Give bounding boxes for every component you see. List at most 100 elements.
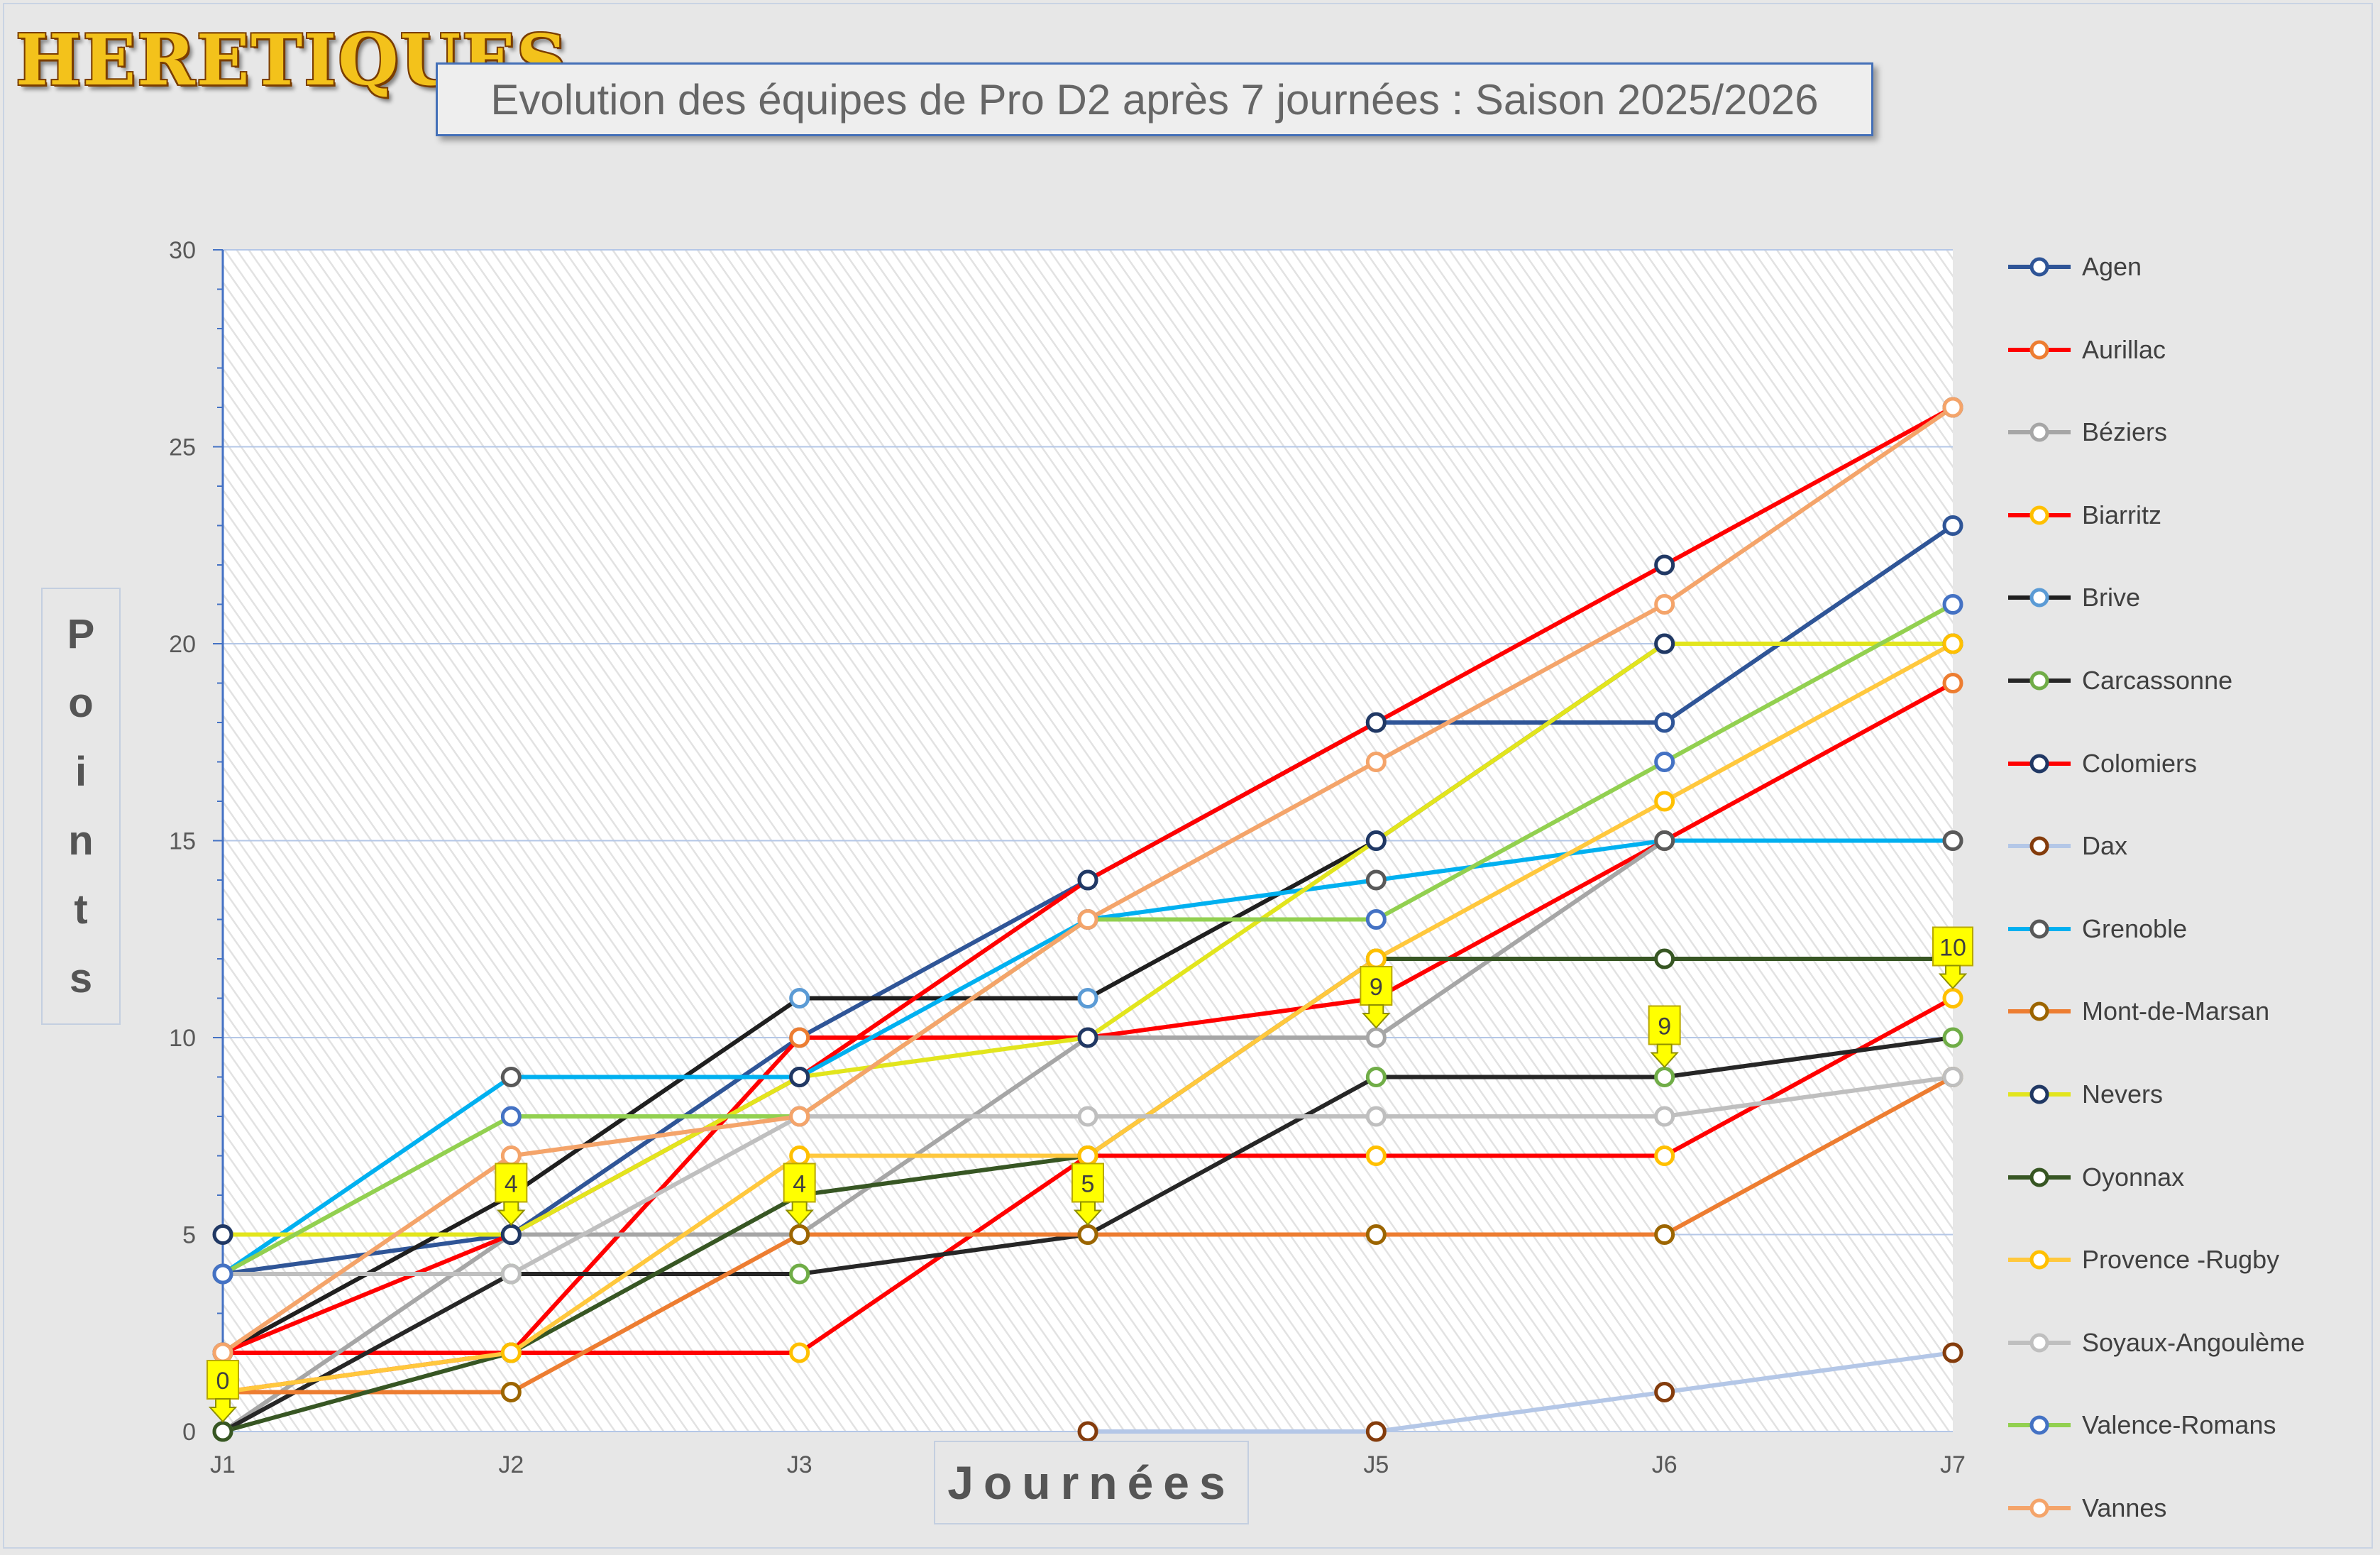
legend-item-agen: Agen [2005, 246, 2142, 288]
data-point-carcassonne [1942, 1027, 1963, 1048]
data-point-oyonnax [1654, 948, 1675, 969]
legend-label: Béziers [2082, 417, 2168, 447]
data-point-valence-romans [500, 1106, 522, 1127]
y-axis-title-letter: s [69, 955, 93, 1001]
callout-box [495, 1163, 528, 1203]
data-point-mont-de-marsan [1365, 1224, 1387, 1245]
legend-item-grenoble: Grenoble [2005, 908, 2187, 950]
data-point-carcassonne [789, 1263, 810, 1285]
x-axis-title: Journées [947, 1456, 1235, 1509]
callout-arrow [1938, 965, 1968, 989]
legend-label: Nevers [2082, 1079, 2164, 1109]
legend-item-oyonnax: Oyonnax [2005, 1156, 2184, 1199]
callout-label: 9 [1370, 974, 1383, 1001]
data-point-provence-rugby [1942, 633, 1963, 654]
data-point-grenoble [1654, 830, 1675, 851]
callout-label: 4 [793, 1171, 806, 1198]
data-point-mont-de-marsan [500, 1382, 522, 1402]
data-point-mont-de-marsan [1654, 1224, 1675, 1245]
data-point-colomiers [1654, 554, 1675, 576]
data-point-soyaux-angouleme [1654, 1106, 1675, 1127]
data-point-valence-romans [1942, 594, 1963, 615]
legend-swatch [2008, 1084, 2071, 1104]
callout-arrow [1073, 1201, 1103, 1226]
legend-item-beziers: Béziers [2005, 411, 2167, 454]
data-point-vannes [1365, 752, 1387, 772]
callout-box [1071, 1163, 1104, 1203]
data-point-brive [789, 988, 810, 1009]
data-point-aurillac [789, 1027, 810, 1048]
data-point-brive [1077, 988, 1098, 1009]
y-axis-title-letter: t [74, 886, 88, 933]
chart-title: Evolution des équipes de Pro D2 après 7 … [490, 75, 1819, 123]
legend-label: Brive [2082, 583, 2141, 612]
legend-label: Aurillac [2082, 334, 2166, 364]
legend-swatch [2008, 919, 2071, 939]
data-point-grenoble [500, 1067, 522, 1087]
legend-swatch [2008, 1250, 2071, 1270]
legend-swatch [2008, 671, 2071, 691]
data-point-provence-rugby [1654, 791, 1675, 812]
y-tick-label: 0 [182, 1419, 196, 1446]
legend-label: Colomiers [2082, 748, 2198, 778]
data-point-biarritz [1365, 1145, 1387, 1166]
data-point-oyonnax [212, 1421, 233, 1442]
legend-swatch [2008, 505, 2071, 525]
legend-item-mont-de-marsan: Mont-de-Marsan [2005, 990, 2269, 1033]
legend-label: Biarritz [2082, 500, 2162, 529]
legend-item-soyaux-angouleme: Soyaux-Angoulème [2005, 1322, 2305, 1364]
x-axis-title-box: Journées [934, 1441, 1249, 1524]
data-point-vannes [789, 1106, 810, 1127]
data-point-biarritz [1654, 1145, 1675, 1166]
callout-arrow [785, 1201, 814, 1226]
y-axis-title-letter: o [68, 680, 94, 726]
callout-label: 9 [1658, 1013, 1671, 1040]
data-point-nevers [500, 1224, 522, 1245]
legend-swatch [2008, 1167, 2071, 1187]
data-point-colomiers [1365, 712, 1387, 733]
data-point-dax [1654, 1382, 1675, 1402]
data-point-soyaux-angouleme [1365, 1106, 1387, 1127]
y-axis-title-letter: i [75, 749, 87, 795]
callout-arrow [208, 1398, 238, 1423]
legend-item-vannes: Vannes [2005, 1487, 2166, 1529]
y-tick-label: 15 [169, 828, 196, 855]
callout-box [206, 1360, 239, 1400]
legend-label: Provence -Rugby [2082, 1245, 2280, 1275]
data-point-soyaux-angouleme [1942, 1067, 1963, 1087]
callout-box [1648, 1005, 1681, 1045]
data-point-soyaux-angouleme [500, 1263, 522, 1285]
legend-item-provence-rugby: Provence -Rugby [2005, 1238, 2279, 1281]
legend-item-valence-romans: Valence-Romans [2005, 1404, 2276, 1446]
data-point-vannes [500, 1145, 522, 1166]
data-point-nevers [1365, 830, 1387, 851]
legend-item-biarritz: Biarritz [2005, 494, 2161, 537]
x-tick-label: J5 [1363, 1451, 1389, 1478]
callout: 5 [1071, 1163, 1104, 1226]
y-axis-title-letter: P [67, 611, 95, 657]
callout: 9 [1360, 966, 1393, 1029]
data-point-nevers [1654, 633, 1675, 654]
data-point-soyaux-angouleme [1077, 1106, 1098, 1127]
callout: 10 [1932, 926, 1973, 989]
data-point-beziers [1365, 1027, 1387, 1048]
legend-item-nevers: Nevers [2005, 1073, 2163, 1116]
legend-item-colomiers: Colomiers [2005, 742, 2197, 785]
data-point-biarritz [1942, 988, 1963, 1009]
legend-swatch [2008, 1333, 2071, 1353]
data-point-biarritz [789, 1342, 810, 1363]
data-point-valence-romans [212, 1263, 233, 1285]
legend-label: Oyonnax [2082, 1162, 2185, 1192]
data-point-vannes [1654, 594, 1675, 615]
data-point-agen [1942, 515, 1963, 536]
legend-item-carcassonne: Carcassonne [2005, 659, 2232, 702]
data-point-colomiers [1077, 869, 1098, 891]
data-point-carcassonne [1654, 1067, 1675, 1087]
data-point-provence-rugby [1365, 948, 1387, 969]
legend-label: Dax [2082, 831, 2128, 861]
data-point-provence-rugby [1077, 1145, 1098, 1166]
chart-frame [3, 3, 2373, 1549]
y-tick-label: 20 [169, 631, 196, 658]
legend-item-brive: Brive [2005, 576, 2140, 619]
